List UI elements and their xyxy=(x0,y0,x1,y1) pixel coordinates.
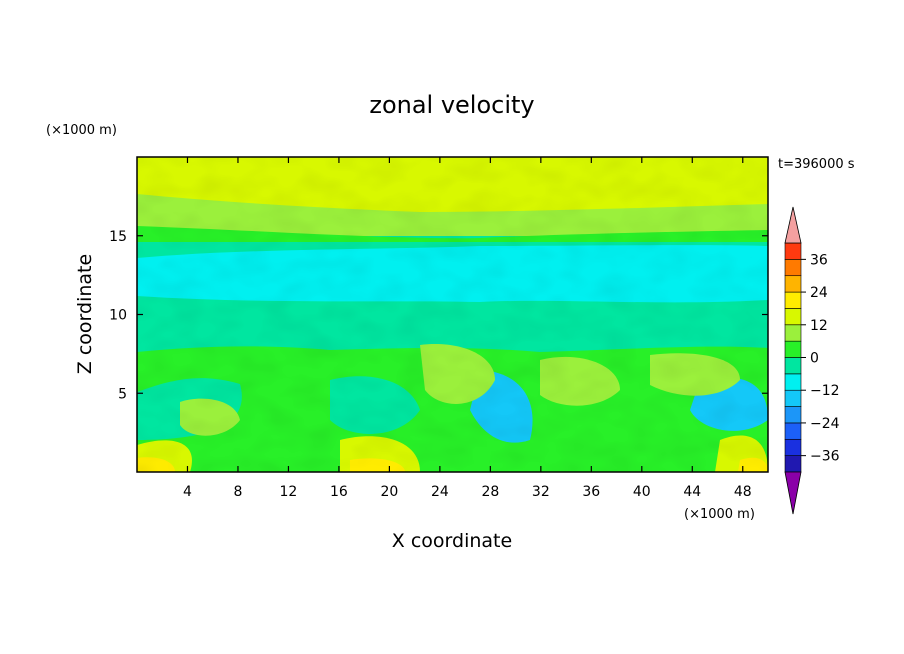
x-tick-label: 20 xyxy=(380,484,398,500)
x-tick-label: 24 xyxy=(431,484,449,500)
plot-area xyxy=(137,157,768,472)
colorbar-segment xyxy=(784,422,802,440)
x-unit-label: (×1000 m) xyxy=(684,507,755,522)
colorbar-segment xyxy=(784,242,802,260)
y-tick-label: 15 xyxy=(109,229,127,245)
colorbar-extend-high xyxy=(784,206,802,244)
colorbar-segment xyxy=(784,438,802,456)
x-tick-label: 16 xyxy=(330,484,348,500)
y-tick-label: 5 xyxy=(118,386,127,402)
colorbar-segment xyxy=(784,406,802,424)
colorbar-segment xyxy=(784,324,802,342)
colorbar-segment xyxy=(784,259,802,277)
x-tick-label: 32 xyxy=(532,484,550,500)
x-tick-label: 36 xyxy=(582,484,600,500)
x-tick-label: 28 xyxy=(481,484,499,500)
x-axis-label: X coordinate xyxy=(392,530,512,552)
colorbar-segment xyxy=(784,373,802,391)
colorbar-segment xyxy=(784,291,802,309)
colorbar-tick-label: −12 xyxy=(810,383,840,399)
colorbar-tick-label: 24 xyxy=(810,285,828,301)
colorbar-tick-label: −24 xyxy=(810,416,840,432)
x-tick-label: 4 xyxy=(183,484,192,500)
colorbar-tick-label: −36 xyxy=(810,449,840,465)
colorbar-tick-label: 12 xyxy=(810,318,828,334)
colorbar-segment xyxy=(784,357,802,375)
y-unit-label: (×1000 m) xyxy=(46,123,117,138)
colorbar-segment xyxy=(784,340,802,358)
x-tick-label: 12 xyxy=(280,484,298,500)
x-tick-label: 48 xyxy=(734,484,752,500)
chart-title: zonal velocity xyxy=(369,91,534,119)
colorbar-tick-label: 36 xyxy=(810,252,828,268)
x-tick-label: 44 xyxy=(683,484,701,500)
x-axis-ticks: 4 8 12 16 20 24 28 32 36 40 44 48 xyxy=(183,157,752,500)
colorbar-tick-label: 0 xyxy=(810,351,819,367)
colorbar: −36 −24 −12 0 12 24 36 xyxy=(784,206,840,515)
x-tick-label: 40 xyxy=(633,484,651,500)
x-tick-label: 8 xyxy=(233,484,242,500)
colorbar-segment xyxy=(784,455,802,473)
y-axis-ticks: 5 10 15 xyxy=(109,229,768,402)
y-tick-label: 10 xyxy=(109,308,127,324)
colorbar-segment xyxy=(784,389,802,407)
time-label: t=396000 s xyxy=(778,157,855,172)
noise-texture xyxy=(137,157,768,472)
y-axis-label: Z coordinate xyxy=(74,254,96,374)
colorbar-segment xyxy=(784,275,802,293)
colorbar-segment xyxy=(784,308,802,326)
colorbar-extend-low xyxy=(784,471,802,515)
